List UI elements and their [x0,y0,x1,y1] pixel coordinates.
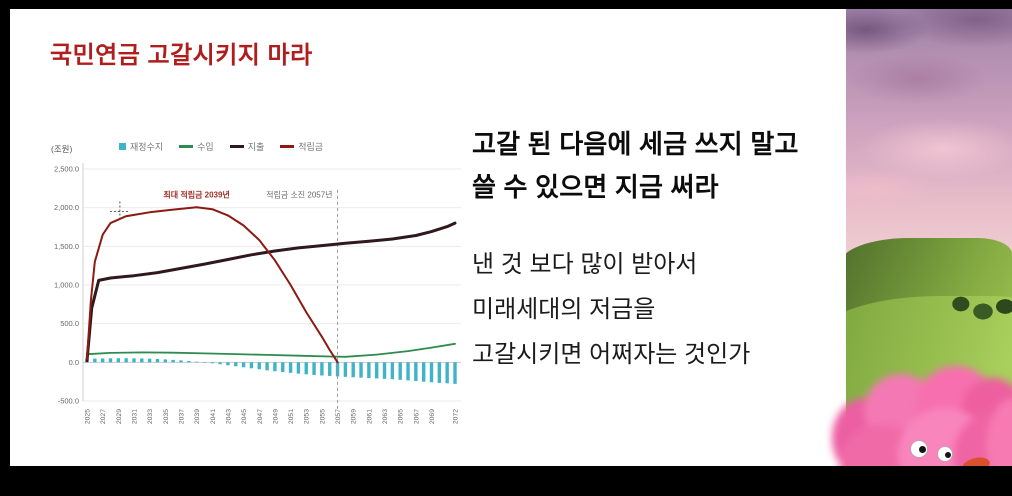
svg-text:2053: 2053 [304,409,311,424]
series-line-reserve [86,206,339,364]
legend-swatch-expenditure [229,145,244,148]
body-text: 낸 것 보다 많이 받아서 미래세대의 저금을 고갈시키면 어쩌자는 것인가 [472,242,750,377]
svg-text:2063: 2063 [382,409,389,424]
headline-line: 고갈 된 다음에 세금 쓰지 말고 [472,129,799,159]
svg-text:2031: 2031 [131,409,138,424]
legend-label-income: 수입 [197,142,214,152]
svg-text:2047: 2047 [257,409,264,424]
legend-label-reserve: 적립금 [298,142,324,152]
legend-item-income: 수입 [179,140,214,153]
svg-text:2069: 2069 [429,409,436,424]
axis-unit-label: (조원) [51,144,73,154]
series-line-expenditure [85,221,457,363]
svg-text:2029: 2029 [116,409,123,424]
legend-swatch-balance [119,143,126,150]
legend-label-balance: 재정수지 [130,142,164,152]
presentation-slide: 국민연금 고갈시키지 마라 (조원) 재정수지 수입 지출 적립금 2,500.0 2,… [10,9,846,466]
svg-text:2057: 2057 [335,409,342,424]
chart-legend: 재정수지 수입 지출 적립금 [119,140,323,153]
svg-text:1,000.0: 1,000.0 [54,281,79,290]
svg-text:2051: 2051 [288,409,295,424]
svg-text:2039: 2039 [194,409,201,424]
series-line-income [86,342,456,358]
balance-bars [85,358,457,384]
svg-text:0.0: 0.0 [69,358,79,367]
y-gridlines [82,163,461,402]
svg-text:2,500.0: 2,500.0 [54,165,79,174]
headline-line: 쓸 수 있으면 지금 써라 [472,172,719,202]
legend-swatch-income [179,145,194,148]
letterbox-top [0,0,1012,9]
svg-text:1,500.0: 1,500.0 [54,242,79,251]
svg-text:2035: 2035 [163,409,170,424]
y-tick-labels: 2,500.0 2,000.0 1,500.0 1,000.0 500.0 0.0 -500… [54,165,79,406]
svg-text:2,000.0: 2,000.0 [54,203,79,212]
svg-text:2033: 2033 [147,409,154,424]
pension-projection-chart: (조원) 재정수지 수입 지출 적립금 2,500.0 2,000.0 1,500.0 1,… [35,131,487,435]
pension-chart-svg: 2,500.0 2,000.0 1,500.0 1,000.0 500.0 0.0 -500… [54,163,461,424]
letterbox-bottom [0,466,1012,496]
svg-text:2067: 2067 [413,409,420,424]
svg-text:2072: 2072 [453,409,460,424]
svg-text:2025: 2025 [85,409,92,424]
slide-title: 국민연금 고갈시키지 마라 [50,42,313,69]
svg-text:500.0: 500.0 [60,319,79,328]
right-googly-eye [937,446,953,462]
svg-text:2065: 2065 [398,409,405,424]
tree-cluster [946,284,1012,334]
legend-item-expenditure: 지출 [229,140,265,153]
body-line: 낸 것 보다 많이 받아서 [472,251,698,278]
body-line: 미래세대의 저금을 [472,296,656,323]
legend-item-balance: 재정수지 [119,140,163,153]
svg-text:2027: 2027 [100,409,107,424]
svg-text:2037: 2037 [178,409,185,424]
svg-text:2043: 2043 [225,409,232,424]
svg-text:2061: 2061 [366,409,373,424]
svg-text:-500.0: -500.0 [58,397,79,406]
depletion-annotation: 적립금 소진 2057년 [266,190,332,200]
svg-text:2059: 2059 [351,409,358,424]
x-tick-labels: 2025 2027 2029 2031 2033 2035 2037 2039 2041 2043… [85,409,460,424]
svg-text:2041: 2041 [210,409,217,424]
peak-annotation: 최대 적립금 2039년 [163,190,229,200]
svg-text:2055: 2055 [319,409,326,424]
headline-text: 고갈 된 다음에 세금 쓰지 말고 쓸 수 있으면 지금 써라 [472,123,799,209]
legend-label-expenditure: 지출 [247,142,265,152]
left-googly-eye [910,440,928,458]
legend-swatch-reserve [280,145,295,148]
svg-text:2045: 2045 [241,409,248,424]
body-line: 고갈시키면 어쩌자는 것인가 [472,341,751,368]
svg-text:2049: 2049 [272,409,279,424]
crosshair-marker [109,201,130,222]
legend-item-reserve: 적립금 [280,140,323,153]
